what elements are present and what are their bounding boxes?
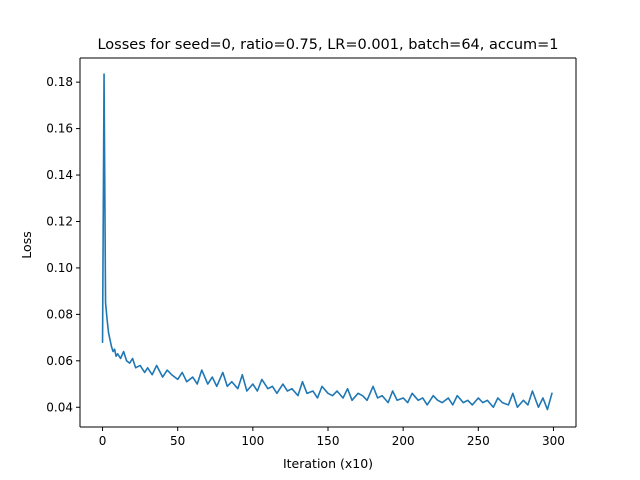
x-tick-label: 250 xyxy=(467,434,490,448)
x-tick-label: 300 xyxy=(542,434,565,448)
y-tick-label: 0.06 xyxy=(46,354,73,368)
y-tick-label: 0.04 xyxy=(46,400,73,414)
x-tick-label: 200 xyxy=(392,434,415,448)
x-tick-label: 50 xyxy=(170,434,185,448)
x-axis-label: Iteration (x10) xyxy=(283,456,373,471)
y-tick-label: 0.14 xyxy=(46,168,73,182)
x-tick-label: 100 xyxy=(241,434,264,448)
y-tick-label: 0.18 xyxy=(46,75,73,89)
x-tick-label: 0 xyxy=(99,434,107,448)
plot-area: 0 50 100 150 200 250 300 0.04 0.06 0.08 0.10 0.12 0.… xyxy=(46,57,577,448)
y-tick-label: 0.16 xyxy=(46,122,73,136)
chart-title: Losses for seed=0, ratio=0.75, LR=0.001,… xyxy=(97,37,558,53)
y-axis-label: Loss xyxy=(19,231,34,258)
y-tick-label: 0.08 xyxy=(46,307,73,321)
y-tick-label: 0.12 xyxy=(46,214,73,228)
x-tick-label: 150 xyxy=(317,434,340,448)
y-tick-label: 0.10 xyxy=(46,261,73,275)
loss-series-line xyxy=(101,73,553,411)
